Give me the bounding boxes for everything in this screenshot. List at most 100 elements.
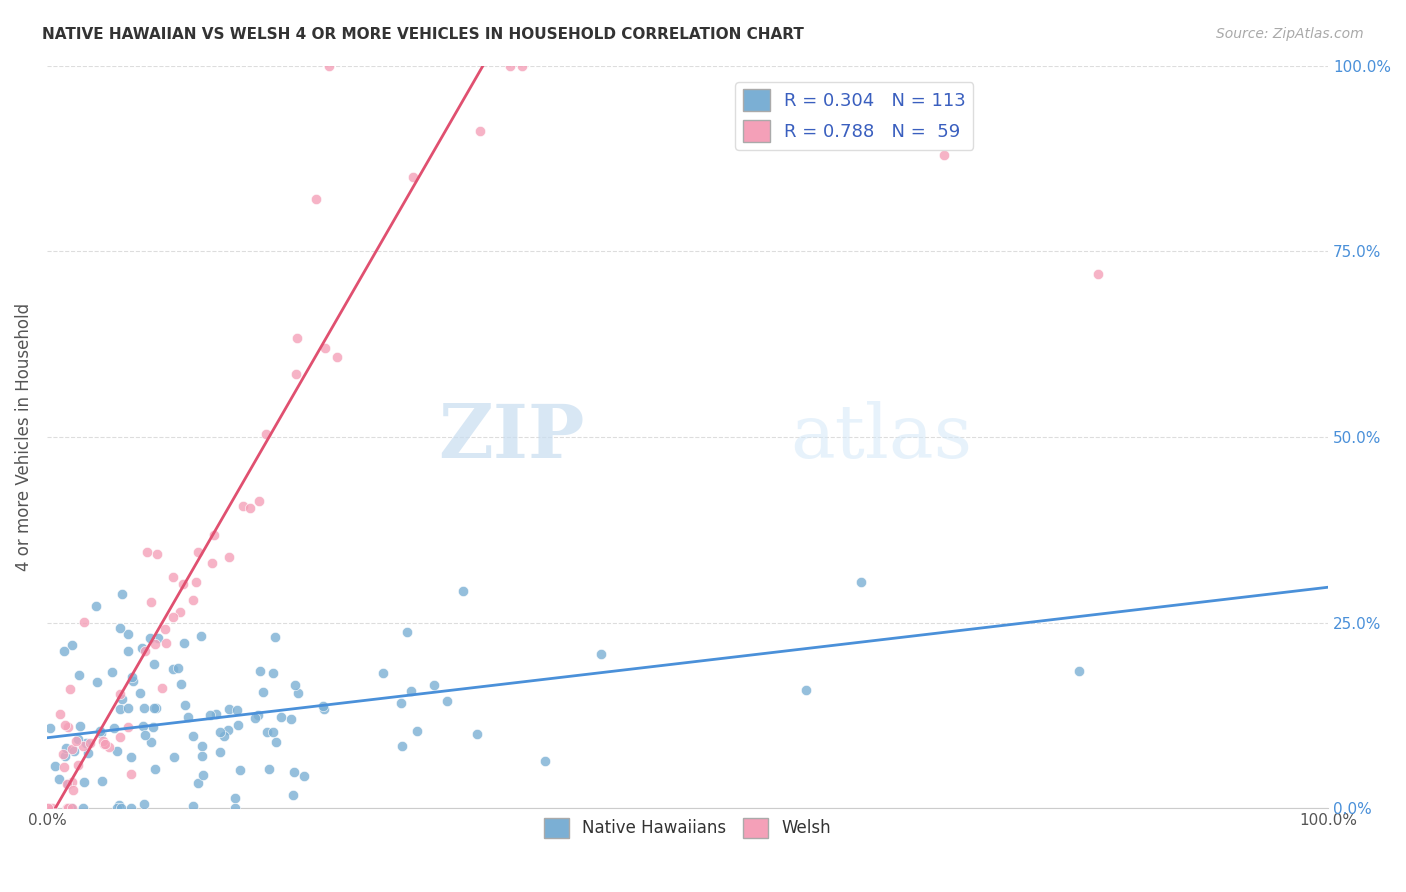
Point	[110, 691, 132, 706]
Point	[62, 742, 84, 756]
Point	[205, 707, 228, 722]
Point	[139, 734, 162, 748]
Point	[591, 648, 613, 662]
Point	[264, 630, 287, 644]
Point	[134, 797, 156, 811]
Point	[228, 718, 250, 732]
Point	[190, 749, 212, 764]
Point	[52, 644, 75, 658]
Y-axis label: 4 or more Vehicles in Household: 4 or more Vehicles in Household	[15, 303, 32, 571]
Text: atlas: atlas	[790, 401, 972, 474]
Point	[249, 664, 271, 678]
Point	[56, 777, 79, 791]
Point	[60, 638, 83, 652]
Point	[406, 724, 429, 739]
Point	[142, 720, 165, 734]
Point	[510, 59, 533, 73]
Point	[932, 147, 955, 161]
Point	[134, 728, 156, 742]
Point	[794, 683, 817, 698]
Point	[181, 799, 204, 814]
Point	[181, 730, 204, 744]
Point	[162, 570, 184, 584]
Point	[105, 744, 128, 758]
Point	[155, 636, 177, 650]
Point	[141, 594, 163, 608]
Text: ZIP: ZIP	[439, 401, 585, 474]
Point	[422, 678, 444, 692]
Point	[208, 724, 231, 739]
Point	[169, 605, 191, 619]
Point	[93, 737, 115, 751]
Point	[108, 688, 131, 702]
Point	[229, 763, 252, 777]
Point	[534, 754, 557, 768]
Point	[39, 721, 62, 735]
Text: NATIVE HAWAIIAN VS WELSH 4 OR MORE VEHICLES IN HOUSEHOLD CORRELATION CHART: NATIVE HAWAIIAN VS WELSH 4 OR MORE VEHIC…	[42, 27, 804, 42]
Point	[200, 556, 222, 570]
Point	[117, 700, 139, 714]
Point	[198, 708, 221, 723]
Point	[314, 342, 336, 356]
Point	[52, 747, 75, 761]
Point	[252, 684, 274, 698]
Point	[436, 694, 458, 708]
Point	[202, 527, 225, 541]
Point	[65, 733, 87, 747]
Point	[63, 744, 86, 758]
Point	[75, 736, 97, 750]
Point	[110, 801, 132, 815]
Point	[191, 739, 214, 753]
Point	[58, 801, 80, 815]
Point	[177, 710, 200, 724]
Point	[122, 673, 145, 688]
Point	[49, 707, 72, 722]
Point	[86, 675, 108, 690]
Point	[86, 599, 108, 613]
Point	[100, 665, 122, 680]
Point	[117, 643, 139, 657]
Point	[120, 767, 142, 781]
Point	[218, 550, 240, 565]
Point	[247, 708, 270, 723]
Point	[1069, 664, 1091, 678]
Point	[60, 801, 83, 815]
Point	[232, 499, 254, 513]
Point	[152, 681, 174, 695]
Point	[239, 501, 262, 516]
Point	[108, 621, 131, 635]
Point	[90, 725, 112, 739]
Point	[117, 720, 139, 734]
Point	[110, 702, 132, 716]
Point	[162, 663, 184, 677]
Point	[121, 670, 143, 684]
Point	[254, 427, 277, 442]
Point	[373, 666, 395, 681]
Point	[79, 736, 101, 750]
Point	[142, 657, 165, 671]
Point	[56, 720, 79, 734]
Point	[37, 801, 59, 815]
Point	[326, 350, 349, 364]
Point	[401, 169, 423, 184]
Point	[283, 765, 305, 780]
Point	[285, 368, 308, 382]
Point	[134, 643, 156, 657]
Point	[103, 721, 125, 735]
Point	[264, 735, 287, 749]
Point	[224, 790, 246, 805]
Point	[218, 701, 240, 715]
Point	[69, 719, 91, 733]
Point	[108, 731, 131, 745]
Point	[190, 629, 212, 643]
Point	[193, 768, 215, 782]
Point	[256, 724, 278, 739]
Point	[451, 584, 474, 599]
Point	[139, 631, 162, 645]
Point	[283, 788, 305, 802]
Point	[108, 798, 131, 813]
Point	[224, 801, 246, 815]
Point	[162, 610, 184, 624]
Point	[142, 701, 165, 715]
Point	[136, 545, 159, 559]
